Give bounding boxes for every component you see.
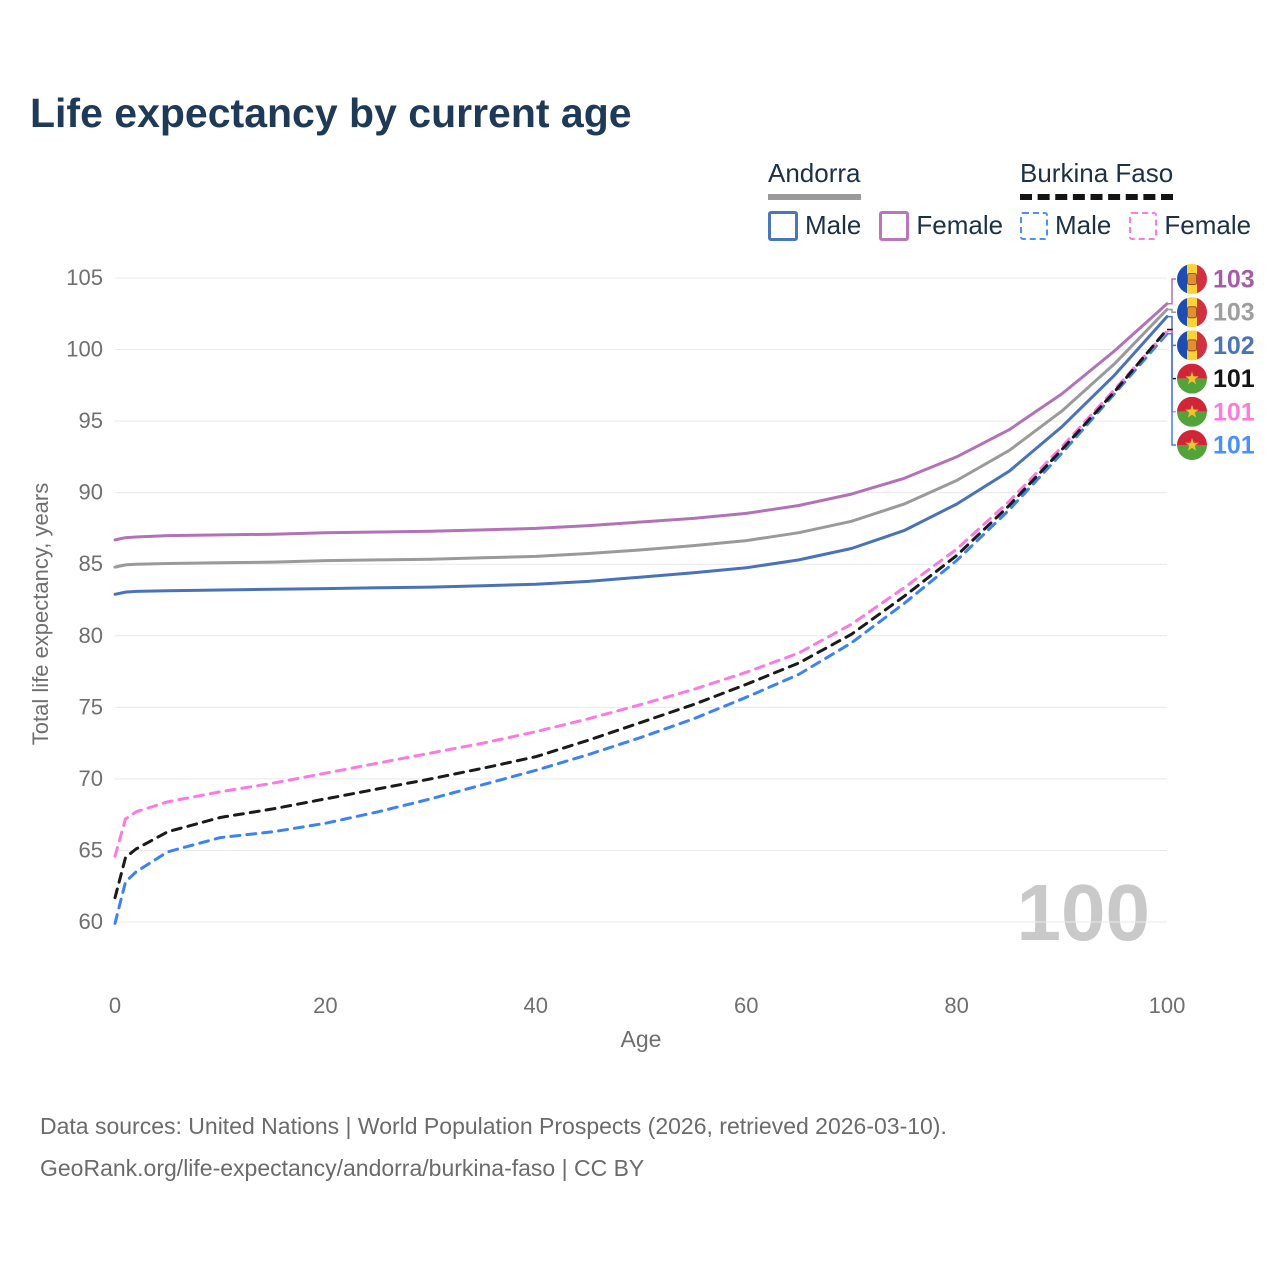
y-tick-label: 65 (79, 837, 103, 862)
footer: Data sources: United Nations | World Pop… (40, 1106, 1240, 1190)
y-axis-title: Total life expectancy, years (28, 483, 53, 746)
legend-swatch-icon (879, 210, 910, 241)
x-tick-label: 80 (944, 993, 968, 1018)
y-tick-label: 105 (66, 265, 103, 290)
legend-item-label: Female (1164, 210, 1252, 240)
end-value-label: 101 (1213, 365, 1255, 393)
data-sources-text: Data sources: United Nations | World Pop… (40, 1113, 947, 1139)
y-tick-label: 60 (79, 909, 103, 934)
legend-swatch-icon (1129, 211, 1158, 240)
legend-item-label: Male (1055, 210, 1112, 240)
y-tick-label: 95 (79, 408, 103, 433)
legend-group-andorra: Andorra Male Female (768, 158, 1021, 241)
end-value-label: 103 (1213, 266, 1255, 294)
burkina-faso-flag-icon (1177, 430, 1207, 460)
end-value-label: 103 (1213, 299, 1255, 327)
y-tick-label: 100 (66, 337, 103, 362)
andorra-flag-icon (1177, 297, 1207, 328)
attribution-text: GeoRank.org/life-expectancy/andorra/burk… (40, 1154, 645, 1181)
series-line-burkina-faso-female[interactable] (113, 329, 1169, 858)
x-tick-label: 40 (524, 993, 548, 1018)
end-value-label: 101 (1213, 398, 1255, 426)
series-line-burkina-faso-male[interactable] (113, 332, 1169, 925)
y-tick-label: 80 (79, 623, 103, 648)
legend: Andorra Male Female Burkina Faso Male Fe… (0, 158, 1280, 248)
legend-item-andorra-female[interactable]: Female (879, 210, 1003, 241)
leader-line (1167, 308, 1176, 313)
legend-item-burkina-faso-female[interactable]: Female (1129, 210, 1251, 241)
x-tick-label: 100 (1149, 993, 1186, 1018)
series-line-andorra-female[interactable] (113, 302, 1169, 542)
page-title: Life expectancy by current age (30, 90, 632, 136)
andorra-flag-icon (1177, 330, 1207, 361)
legend-swatch-icon (768, 210, 798, 241)
age-cursor-watermark: 100 (1017, 868, 1150, 957)
series-line-andorra-male[interactable] (113, 315, 1169, 596)
y-tick-label: 90 (79, 480, 103, 505)
series-line-burkina-faso-both[interactable] (113, 328, 1169, 900)
legend-swatch-icon (1020, 211, 1048, 240)
end-value-label: 101 (1213, 432, 1255, 460)
x-tick-label: 60 (734, 993, 758, 1018)
andorra-flag-icon (1177, 264, 1207, 294)
y-tick-label: 70 (79, 766, 103, 791)
legend-group-burkina-faso-toggle[interactable]: Burkina Faso (1020, 158, 1174, 200)
x-tick-label: 20 (313, 993, 337, 1018)
legend-group-andorra-toggle[interactable]: Andorra (768, 158, 861, 200)
y-tick-label: 75 (79, 694, 103, 719)
leader-line (1167, 278, 1176, 305)
x-tick-label: 0 (109, 993, 121, 1018)
x-axis-title: Age (621, 1026, 662, 1052)
series-line-andorra-both[interactable] (113, 308, 1169, 569)
leader-line (1167, 333, 1176, 446)
y-tick-label: 85 (79, 551, 103, 576)
legend-item-burkina-faso-male[interactable]: Male (1020, 210, 1111, 241)
legend-item-andorra-male[interactable]: Male (768, 210, 861, 241)
end-value-label: 102 (1213, 332, 1255, 360)
burkina-faso-flag-icon (1177, 363, 1207, 394)
legend-item-label: Female (916, 210, 1004, 240)
burkina-faso-flag-icon (1177, 396, 1207, 427)
legend-item-label: Male (805, 210, 862, 240)
legend-group-burkina-faso: Burkina Faso Male Female (1020, 158, 1269, 241)
